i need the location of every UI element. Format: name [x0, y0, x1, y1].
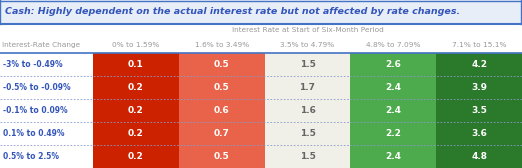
Bar — [265, 53, 350, 76]
Text: Cash: Highly dependent on the actual interest rate but not affected by rate chan: Cash: Highly dependent on the actual int… — [5, 8, 460, 16]
Bar — [350, 99, 436, 122]
Bar — [265, 99, 350, 122]
Bar — [350, 122, 436, 145]
Text: 2.6: 2.6 — [385, 60, 401, 69]
Text: 0% to 1.59%: 0% to 1.59% — [112, 42, 160, 48]
Text: 0.2: 0.2 — [128, 129, 144, 138]
Text: 1.5: 1.5 — [300, 129, 315, 138]
Text: 4.8% to 7.09%: 4.8% to 7.09% — [366, 42, 421, 48]
Bar — [93, 76, 179, 99]
Text: 0.2: 0.2 — [128, 152, 144, 161]
Bar — [436, 53, 522, 76]
Text: 3.6: 3.6 — [471, 129, 487, 138]
Bar — [265, 76, 350, 99]
Text: 1.6% to 3.49%: 1.6% to 3.49% — [195, 42, 249, 48]
Text: 0.5: 0.5 — [214, 152, 230, 161]
Bar — [265, 122, 350, 145]
Text: 2.4: 2.4 — [385, 83, 401, 92]
Bar — [179, 99, 265, 122]
Text: 2.4: 2.4 — [385, 152, 401, 161]
Text: 0.6: 0.6 — [214, 106, 230, 115]
Bar — [179, 76, 265, 99]
Text: 0.1% to 0.49%: 0.1% to 0.49% — [3, 129, 65, 138]
Text: 1.7: 1.7 — [300, 83, 315, 92]
Text: 4.8: 4.8 — [471, 152, 487, 161]
Bar — [350, 145, 436, 168]
Bar — [436, 122, 522, 145]
Text: 1.5: 1.5 — [300, 60, 315, 69]
Text: 4.2: 4.2 — [471, 60, 487, 69]
Bar — [350, 76, 436, 99]
Text: 0.5: 0.5 — [214, 60, 230, 69]
Bar — [265, 145, 350, 168]
Bar — [179, 145, 265, 168]
Bar — [93, 53, 179, 76]
Text: 0.5: 0.5 — [214, 83, 230, 92]
Text: 3.5: 3.5 — [471, 106, 487, 115]
Text: 0.2: 0.2 — [128, 106, 144, 115]
Bar — [436, 99, 522, 122]
Bar — [436, 76, 522, 99]
Bar — [350, 53, 436, 76]
Text: 2.2: 2.2 — [385, 129, 401, 138]
Bar — [93, 145, 179, 168]
Bar — [179, 122, 265, 145]
Text: 0.5% to 2.5%: 0.5% to 2.5% — [3, 152, 59, 161]
Text: Interest-Rate Change: Interest-Rate Change — [2, 42, 80, 48]
Text: 2.4: 2.4 — [385, 106, 401, 115]
Text: 3.5% to 4.79%: 3.5% to 4.79% — [280, 42, 335, 48]
Text: -0.5% to -0.09%: -0.5% to -0.09% — [3, 83, 70, 92]
Text: 0.1: 0.1 — [128, 60, 144, 69]
Text: 0.7: 0.7 — [214, 129, 230, 138]
Bar — [436, 145, 522, 168]
Bar — [93, 122, 179, 145]
Text: 3.9: 3.9 — [471, 83, 487, 92]
Bar — [179, 53, 265, 76]
Text: 7.1% to 15.1%: 7.1% to 15.1% — [452, 42, 506, 48]
Text: 1.6: 1.6 — [300, 106, 315, 115]
Text: -0.1% to 0.09%: -0.1% to 0.09% — [3, 106, 68, 115]
Bar — [93, 99, 179, 122]
Text: -3% to -0.49%: -3% to -0.49% — [3, 60, 63, 69]
Text: Interest Rate at Start of Six-Month Period: Interest Rate at Start of Six-Month Peri… — [232, 28, 383, 33]
Text: 0.2: 0.2 — [128, 83, 144, 92]
Bar — [0, 0, 522, 24]
Text: 1.5: 1.5 — [300, 152, 315, 161]
